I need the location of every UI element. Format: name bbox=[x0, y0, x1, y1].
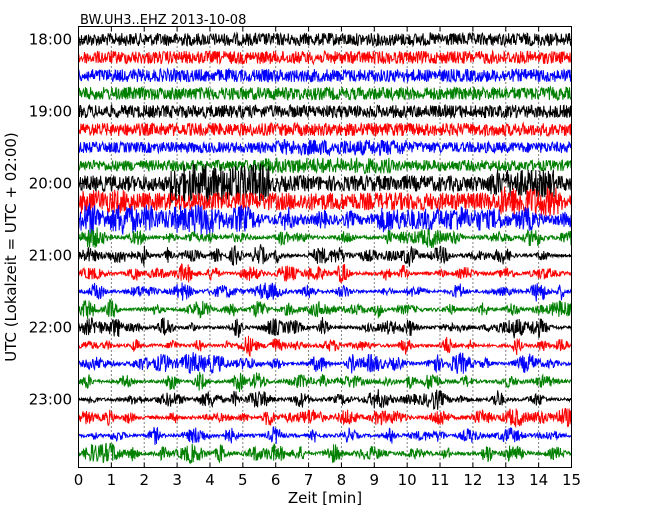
trace-16 bbox=[78, 298, 572, 320]
x-tick-label-5: 5 bbox=[238, 471, 248, 489]
trace-9 bbox=[78, 163, 572, 204]
trace-20 bbox=[78, 371, 572, 393]
x-tick-label-15: 15 bbox=[562, 471, 581, 489]
trace-1 bbox=[78, 31, 572, 48]
ticks-layer: 0 1 2 3 4 5 6 7 8 9 10 11 12 13 14 1518:0019:0020:0021:… bbox=[29, 26, 581, 489]
x-tick-label-1: 1 bbox=[107, 471, 117, 489]
chart-title: BW.UH3..EHZ 2013-10-08 bbox=[80, 13, 246, 28]
y-tick-label-4: 22:00 bbox=[29, 319, 72, 337]
x-tick-label-14: 14 bbox=[529, 471, 548, 489]
x-tick-label-7: 7 bbox=[304, 471, 314, 489]
trace-11 bbox=[78, 203, 572, 236]
trace-18 bbox=[78, 335, 572, 357]
traces-layer bbox=[78, 31, 572, 465]
trace-21 bbox=[78, 389, 572, 410]
y-tick-label-2: 20:00 bbox=[29, 175, 72, 193]
x-tick-label-9: 9 bbox=[370, 471, 380, 489]
trace-2 bbox=[78, 49, 572, 66]
x-axis-title: Zeit [min] bbox=[288, 489, 362, 507]
y-tick-label-5: 23:00 bbox=[29, 391, 72, 409]
trace-17 bbox=[78, 317, 572, 339]
y-tick-label-3: 21:00 bbox=[29, 247, 72, 265]
x-tick-label-3: 3 bbox=[172, 471, 182, 489]
trace-19 bbox=[78, 352, 572, 375]
trace-24 bbox=[78, 442, 572, 465]
trace-3 bbox=[78, 67, 572, 84]
plot-frame bbox=[78, 26, 572, 468]
trace-6 bbox=[78, 121, 572, 138]
y-tick-label-1: 19:00 bbox=[29, 103, 72, 121]
x-tick-label-8: 8 bbox=[337, 471, 347, 489]
x-tick-label-0: 0 bbox=[74, 471, 84, 489]
x-tick-label-2: 2 bbox=[139, 471, 149, 489]
x-tick-label-4: 4 bbox=[205, 471, 215, 489]
x-tick-label-12: 12 bbox=[463, 471, 482, 489]
trace-12 bbox=[78, 227, 572, 249]
grid-layer bbox=[110, 26, 540, 468]
trace-13 bbox=[78, 244, 572, 267]
trace-22 bbox=[78, 407, 572, 428]
y-tick-label-0: 18:00 bbox=[29, 31, 72, 49]
trace-23 bbox=[78, 426, 572, 446]
x-tick-label-10: 10 bbox=[398, 471, 417, 489]
trace-7 bbox=[78, 138, 572, 157]
x-tick-label-6: 6 bbox=[271, 471, 281, 489]
y-axis-title: UTC (Lokalzeit = UTC + 02:00) bbox=[2, 132, 20, 362]
trace-5 bbox=[78, 103, 572, 120]
x-tick-label-13: 13 bbox=[496, 471, 515, 489]
trace-4 bbox=[78, 85, 572, 102]
trace-15 bbox=[78, 282, 572, 302]
x-tick-label-11: 11 bbox=[430, 471, 449, 489]
trace-8 bbox=[78, 157, 572, 175]
trace-14 bbox=[78, 263, 572, 284]
